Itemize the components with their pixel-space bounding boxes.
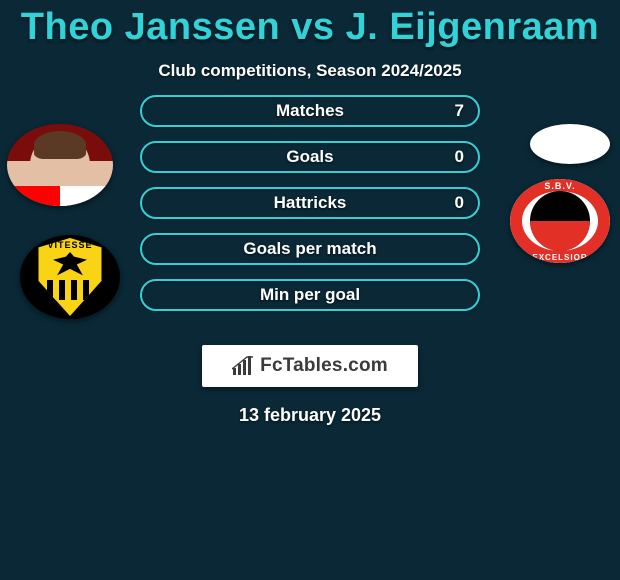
page-subtitle: Club competitions, Season 2024/2025 [0, 61, 620, 81]
stat-row-hattricks: Hattricks 0 [140, 187, 480, 219]
eagle-icon [53, 252, 87, 278]
footer-date: 13 february 2025 [0, 405, 620, 426]
excelsior-inner-circle [530, 191, 590, 251]
stat-label: Min per goal [260, 285, 360, 305]
stat-row-min-per-goal: Min per goal [140, 279, 480, 311]
vitesse-banner-text: VITESSE [47, 240, 92, 250]
bar-chart-icon [232, 356, 254, 376]
stat-row-matches: Matches 7 [140, 95, 480, 127]
page-title: Theo Janssen vs J. Eijgenraam [0, 6, 620, 49]
stat-label: Hattricks [274, 193, 347, 213]
stat-label: Matches [276, 101, 344, 121]
comparison-body: VITESSE S.B.V. EXCELSIOR Matches 7 Goals [0, 109, 620, 349]
stripes-icon [47, 280, 93, 300]
excelsior-top-text: S.B.V. [510, 181, 610, 191]
excelsior-bottom-text: EXCELSIOR [510, 253, 610, 262]
player-right-club-logo: S.B.V. EXCELSIOR [510, 179, 610, 263]
jersey-placeholder [7, 186, 113, 206]
branding-badge: FcTables.com [202, 345, 418, 387]
stats-column: Matches 7 Goals 0 Hattricks 0 Goals per … [140, 95, 480, 325]
player-right-avatar [530, 124, 610, 164]
branding-text: FcTables.com [260, 355, 388, 377]
stat-right-value: 0 [455, 143, 464, 171]
stat-label: Goals [286, 147, 333, 167]
player-left-avatar [7, 124, 113, 206]
player-left-club-logo: VITESSE [20, 235, 120, 319]
stat-label: Goals per match [243, 239, 376, 259]
hair-placeholder [34, 131, 86, 159]
stat-row-goals: Goals 0 [140, 141, 480, 173]
vitesse-shield: VITESSE [35, 238, 105, 316]
stat-row-goals-per-match: Goals per match [140, 233, 480, 265]
stat-right-value: 0 [455, 189, 464, 217]
stat-right-value: 7 [455, 97, 464, 125]
comparison-infographic: Theo Janssen vs J. Eijgenraam Club compe… [0, 0, 620, 580]
